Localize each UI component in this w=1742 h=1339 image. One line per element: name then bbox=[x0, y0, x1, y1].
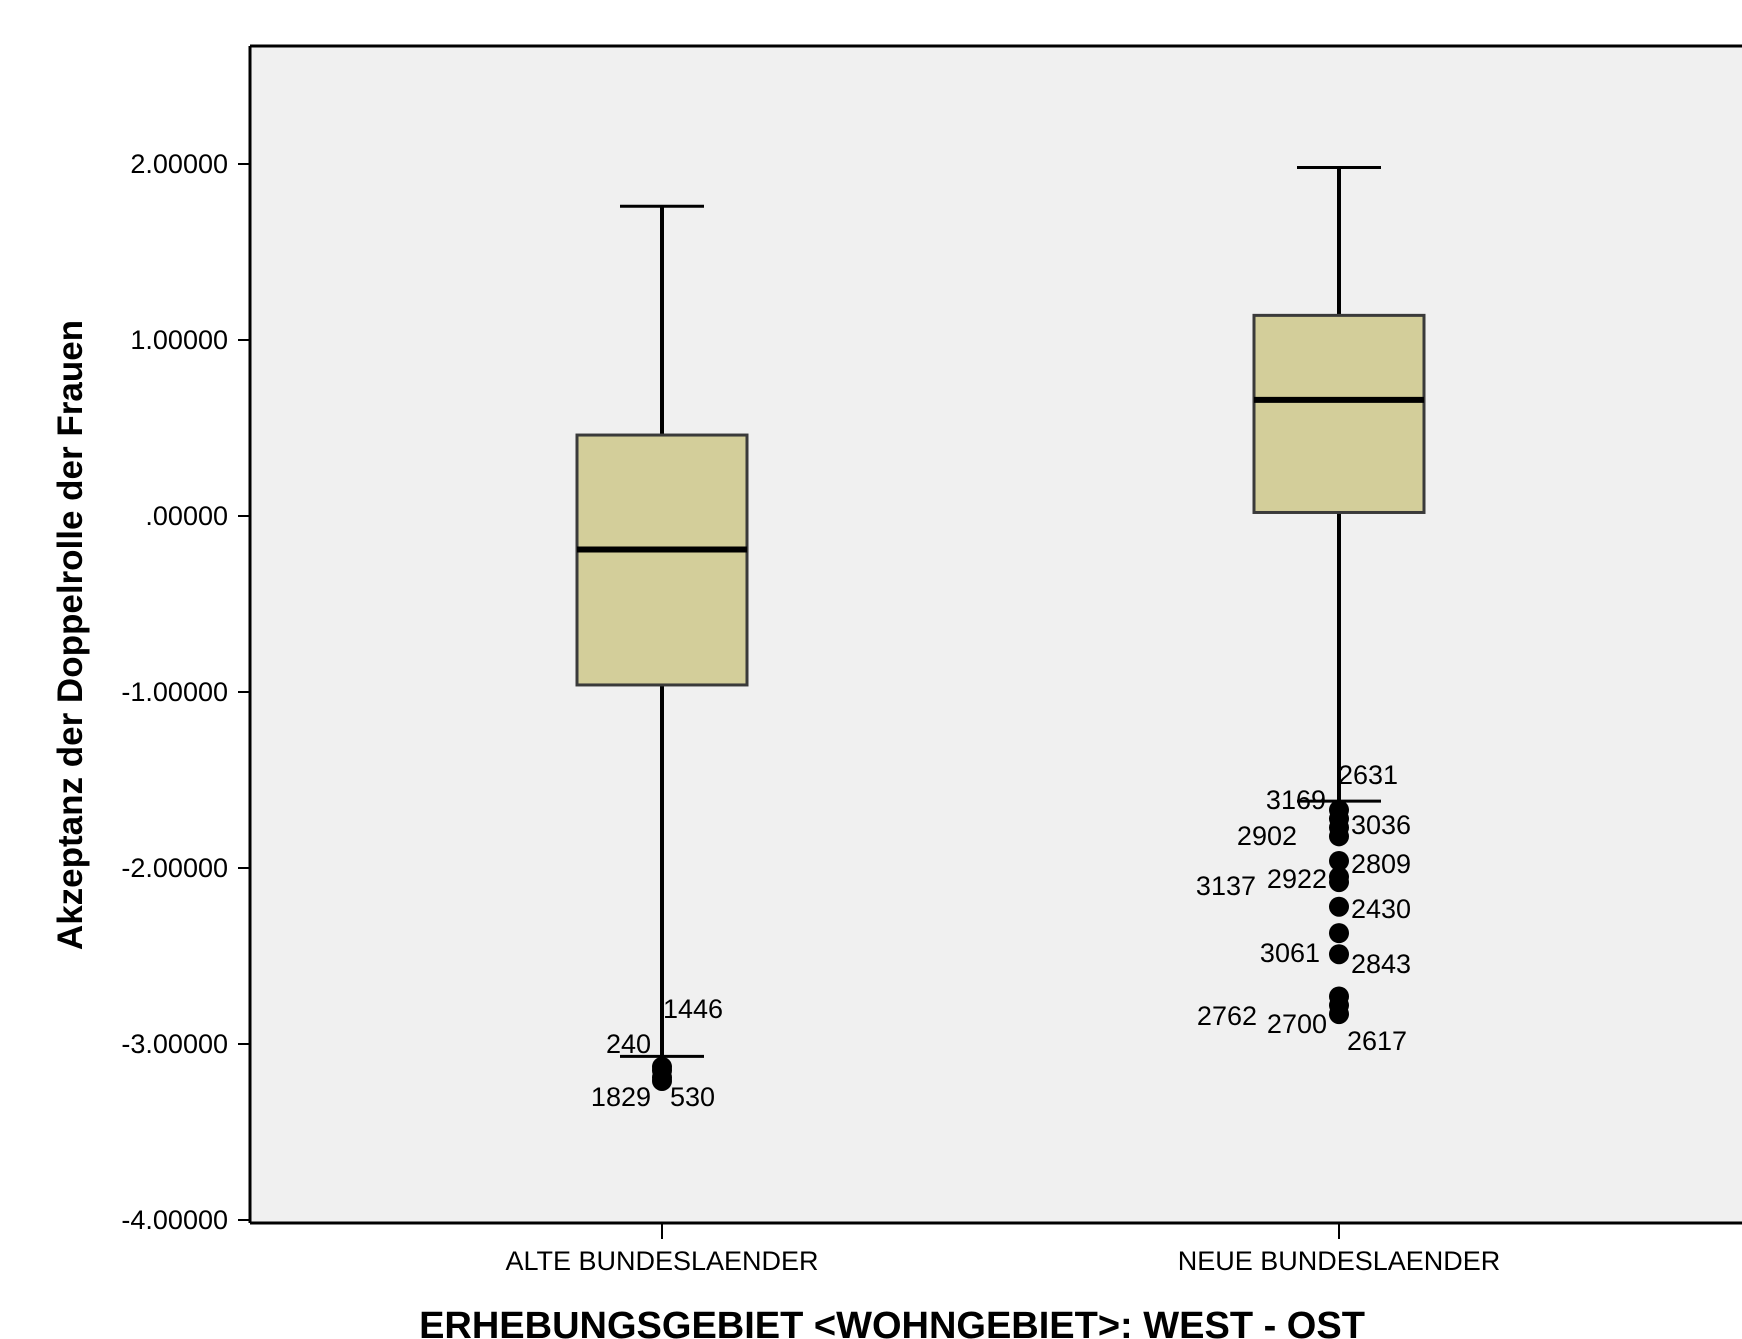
outlier-point bbox=[1329, 872, 1349, 893]
outlier-label: 1829 bbox=[591, 1082, 651, 1112]
y-tick-label: -4.00000 bbox=[121, 1205, 228, 1235]
outlier-label: 2922 bbox=[1267, 864, 1327, 894]
x-category-label: ALTE BUNDESLAENDER bbox=[505, 1246, 818, 1276]
outlier-point bbox=[1329, 896, 1349, 917]
outlier-point bbox=[1329, 944, 1349, 965]
outlier-label: 2430 bbox=[1351, 894, 1411, 924]
outlier-label: 3061 bbox=[1260, 938, 1320, 968]
outlier-label: 2809 bbox=[1351, 849, 1411, 879]
outlier-label: 2631 bbox=[1338, 760, 1398, 790]
outlier-label: 530 bbox=[670, 1082, 715, 1112]
outlier-label: 2617 bbox=[1347, 1026, 1407, 1056]
y-axis: 2.00000 1.00000 .00000 -1.00000 -2.00000 -3.0… bbox=[121, 149, 250, 1235]
y-tick-label: -1.00000 bbox=[121, 677, 228, 707]
outlier-label: 3169 bbox=[1266, 785, 1326, 815]
y-tick-label: .00000 bbox=[145, 501, 228, 531]
outlier-label: 3036 bbox=[1351, 810, 1411, 840]
outlier-label: 2700 bbox=[1267, 1009, 1327, 1039]
x-axis: ALTE BUNDESLAENDER NEUE BUNDESLAENDER bbox=[505, 1223, 1500, 1276]
plot-area bbox=[250, 46, 1742, 1223]
outlier-label: 2762 bbox=[1197, 1001, 1257, 1031]
outlier-label: 2843 bbox=[1351, 949, 1411, 979]
y-tick-label: 1.00000 bbox=[130, 325, 228, 355]
box-iqr bbox=[575, 433, 749, 687]
y-tick-label: -3.00000 bbox=[121, 1029, 228, 1059]
outlier-point bbox=[1329, 850, 1349, 871]
outlier-label: 1446 bbox=[663, 994, 723, 1024]
outlier-label: 3137 bbox=[1196, 871, 1256, 901]
outlier-point bbox=[1329, 826, 1349, 847]
outlier-point bbox=[1329, 923, 1349, 944]
boxes bbox=[575, 166, 1426, 1091]
outlier-labels: 1446 240 1829 530 2631 3169 3036 2902 2809 3137 29… bbox=[591, 760, 1411, 1112]
x-category-label: NEUE BUNDESLAENDER bbox=[1178, 1246, 1501, 1276]
box-iqr bbox=[1252, 313, 1426, 514]
y-tick-label: -2.00000 bbox=[121, 853, 228, 883]
outlier-point bbox=[1329, 1004, 1349, 1025]
outlier-label: 240 bbox=[606, 1029, 651, 1059]
outlier-point bbox=[652, 1070, 672, 1091]
y-axis-title: Akzeptanz der Doppelrolle der Frauen bbox=[51, 320, 90, 950]
outlier-label: 2902 bbox=[1237, 821, 1297, 851]
y-tick-label: 2.00000 bbox=[130, 149, 228, 179]
x-axis-title: ERHEBUNGSGEBIET <WOHNGEBIET>: WEST - OST bbox=[419, 1305, 1365, 1339]
